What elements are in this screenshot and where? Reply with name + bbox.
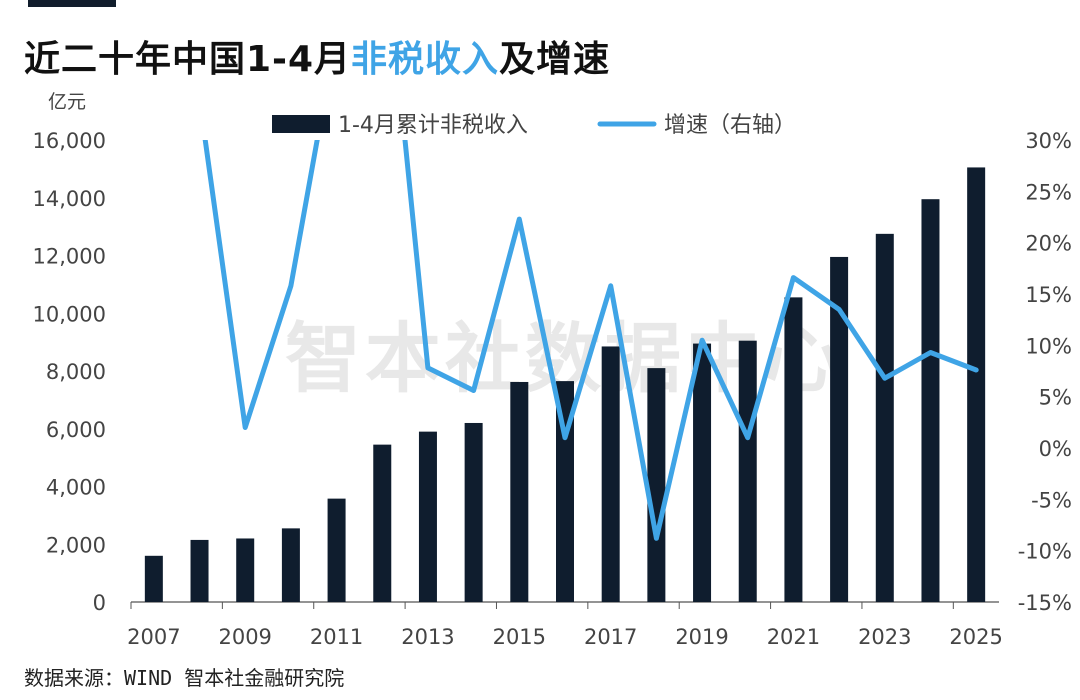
bar-2024 (921, 199, 940, 602)
bar-2015 (510, 381, 529, 602)
x-tick-label: 2015 (493, 625, 546, 649)
y-tick-label: 6,000 (46, 418, 106, 442)
y-tick-label: 10,000 (33, 302, 106, 326)
y-tick-label: 2,000 (46, 533, 106, 557)
y2-tick-label: -10% (1018, 540, 1072, 564)
legend-swatch-bar (272, 115, 330, 133)
title-highlight: 非税收入 (351, 39, 500, 80)
x-tick-label: 2013 (401, 625, 454, 649)
bar-2020 (738, 340, 757, 602)
bar-2017 (601, 346, 620, 602)
bar-2012 (373, 444, 392, 602)
bar-2008 (190, 539, 209, 602)
growth-line (202, 140, 979, 541)
bar-2010 (281, 528, 300, 602)
bar-2014 (464, 422, 483, 602)
line-series (202, 140, 979, 541)
legend-label-bar: 1-4月累计非税收入 (338, 113, 528, 138)
y2-tick-label: 20% (1025, 232, 1072, 256)
y-tick-label: 16,000 (33, 129, 106, 153)
x-tick-label: 2011 (310, 625, 363, 649)
bar-2009 (236, 538, 255, 602)
x-tick-label: 2021 (767, 625, 820, 649)
x-tick-label: 2017 (584, 625, 637, 649)
bar-2023 (875, 233, 894, 602)
y2-tick-label: 25% (1025, 180, 1072, 204)
title-part1: 近二十年中国1-4月 (24, 39, 352, 80)
y2-tick-label: 30% (1025, 129, 1072, 153)
y-tick-label: 12,000 (33, 245, 106, 269)
y2-tick-label: -5% (1031, 488, 1072, 512)
y2-tick-label: -15% (1018, 591, 1072, 615)
axes: 亿元 0 2,000 4,000 6,000 8,000 10,000 12,000 14,00… (33, 91, 1072, 649)
y-axis-unit: 亿元 (48, 91, 86, 113)
x-tick-label: 2007 (127, 625, 180, 649)
bar-2013 (418, 431, 437, 602)
data-source: 数据来源：WIND 智本社金融研究院 (24, 666, 345, 690)
bar-2007 (144, 555, 163, 602)
y2-tick-label: 10% (1025, 334, 1072, 358)
y2-tick-label: 15% (1025, 283, 1072, 307)
bar-2021 (784, 297, 803, 602)
y2-tick-label: 5% (1039, 386, 1072, 410)
top-accent-bar (28, 0, 116, 7)
y-tick-label: 0 (93, 591, 106, 615)
x-tick-label: 2009 (218, 625, 271, 649)
bar-2022 (830, 256, 849, 602)
x-tick-label: 2025 (949, 625, 1002, 649)
y-tick-label: 4,000 (46, 476, 106, 500)
bar-2019 (693, 343, 712, 602)
bar-2016 (556, 381, 574, 602)
y-tick-label: 8,000 (46, 360, 106, 384)
bar-series (144, 167, 986, 602)
title-part2: 及增速 (499, 39, 611, 80)
bar-2025 (967, 167, 986, 602)
x-tick-label: 2023 (858, 625, 911, 649)
x-tick-label: 2019 (675, 625, 728, 649)
y2-tick-label: 0% (1039, 437, 1072, 461)
chart-title: 近二十年中国1-4月非税收入及增速 (24, 30, 610, 82)
bar-2011 (327, 498, 346, 602)
bar-2018 (647, 368, 666, 602)
legend: 1-4月累计非税收入 增速（右轴） (272, 113, 796, 138)
legend-label-line: 增速（右轴） (664, 113, 796, 138)
y-tick-label: 14,000 (33, 187, 106, 211)
